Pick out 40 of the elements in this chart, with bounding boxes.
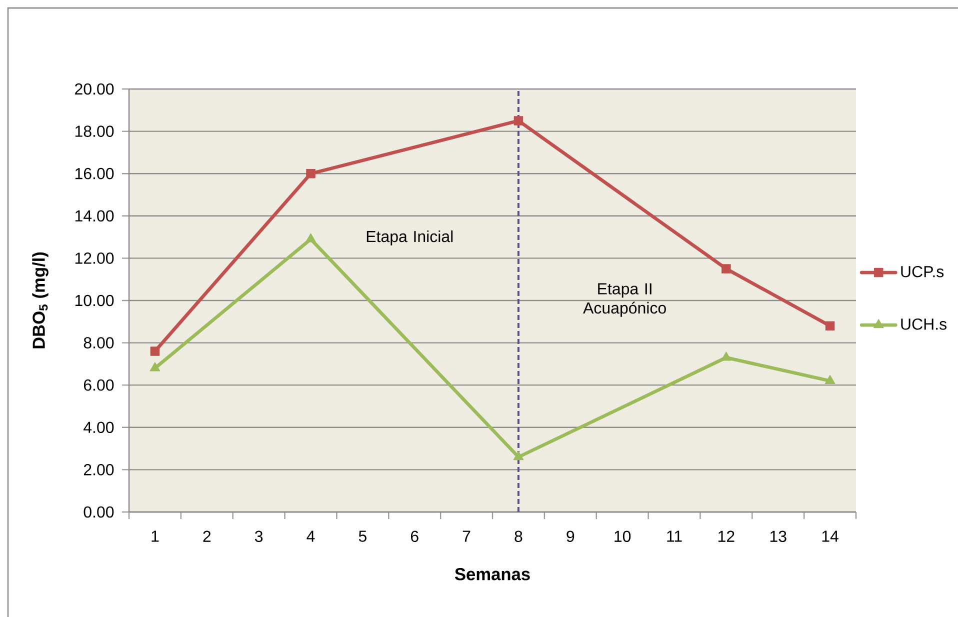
y-tick-label: 12.00 <box>75 252 114 264</box>
legend-label: UCH.s <box>901 318 946 330</box>
x-tick-label: 5 <box>358 530 366 542</box>
x-tick-label: 4 <box>306 530 315 542</box>
point <box>824 374 836 384</box>
point <box>150 346 160 356</box>
point <box>306 168 316 178</box>
x-tick-label: 2 <box>203 530 211 542</box>
x-axis-title: Semanas <box>454 568 530 580</box>
y-tick-label: 4.00 <box>84 422 114 434</box>
y-tick-label: 2.00 <box>84 464 114 476</box>
x-tick-label: 13 <box>770 530 786 542</box>
y-tick-label: 14.00 <box>75 210 114 222</box>
point <box>514 116 524 126</box>
y-tick-label: 20.00 <box>75 83 114 95</box>
point <box>150 362 160 372</box>
point <box>825 321 835 331</box>
x-tick-label: 6 <box>410 530 418 542</box>
point <box>722 264 731 274</box>
y-tick-label: 18.00 <box>75 126 114 137</box>
y-tick-label: 8.00 <box>84 337 114 348</box>
annotation: Etapa Inicial <box>366 230 453 246</box>
y-tick-label: 6.00 <box>84 379 114 391</box>
annotation: Etapa II Acuapónico <box>583 283 666 317</box>
x-tick-label: 1 <box>152 530 159 542</box>
x-tick-label: 7 <box>462 530 470 542</box>
point <box>513 451 524 460</box>
y-tick-label: 10.00 <box>75 294 114 306</box>
x-tick-label: 12 <box>718 530 734 542</box>
x-tick-label: 11 <box>667 530 682 542</box>
legend-label: UCP.s <box>901 266 944 278</box>
y-axis-title: DBO$_{5}$ (mg/l) <box>32 252 48 348</box>
x-tick-label: 8 <box>514 530 522 542</box>
y-tick-label: 16.00 <box>75 168 114 180</box>
x-tick-label: 3 <box>254 530 263 542</box>
x-tick-label: 9 <box>566 530 574 542</box>
x-tick-label: 14 <box>822 530 838 542</box>
point <box>306 233 316 242</box>
y-tick-label: 0.00 <box>84 506 114 518</box>
x-tick-label: 10 <box>614 530 631 542</box>
